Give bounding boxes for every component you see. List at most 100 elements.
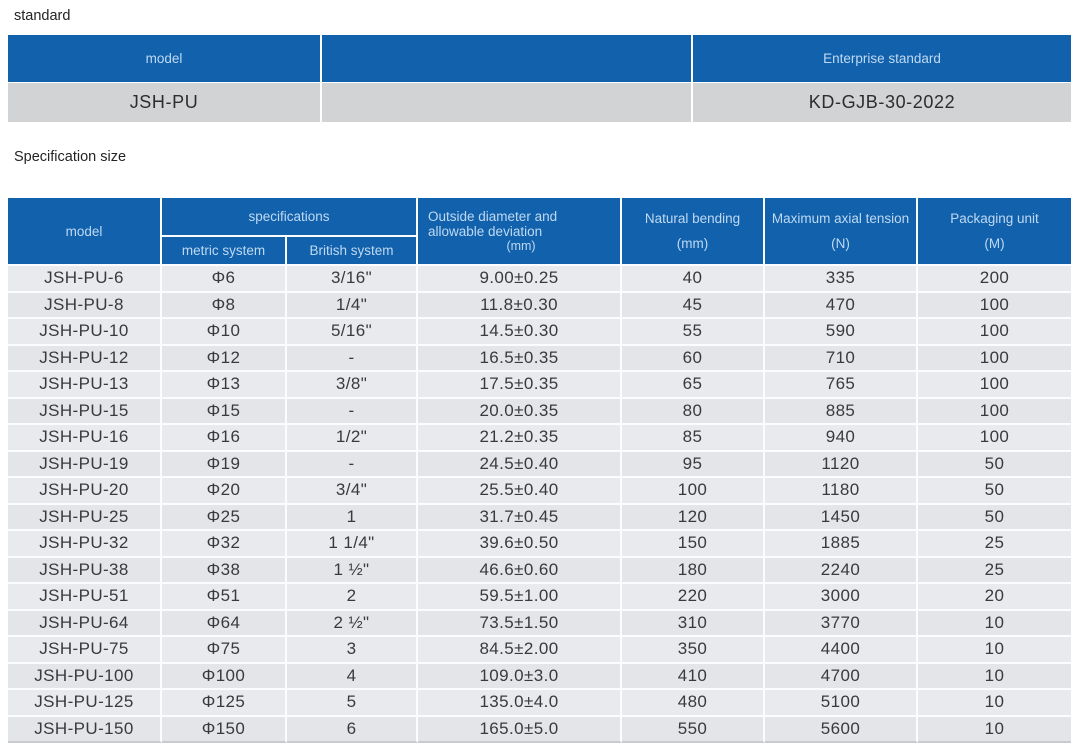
cell-outside-diameter: 109.0±3.0	[418, 663, 623, 690]
cell-axial-tension: 1120	[765, 451, 919, 478]
cell-model: JSH-PU-13	[8, 372, 162, 399]
cell-axial-tension: 710	[765, 345, 919, 372]
spec-table-row: JSH-PU-10 Φ10 5/16" 14.5±0.30 55 590 100	[8, 319, 1072, 346]
cell-model: JSH-PU-38	[8, 557, 162, 584]
cell-outside-diameter: 16.5±0.35	[418, 345, 623, 372]
header-natural-line2: (mm)	[676, 235, 709, 251]
spec-table-row: JSH-PU-6 Φ6 3/16" 9.00±0.25 40 335 200	[8, 266, 1072, 293]
cell-outside-diameter: 73.5±1.50	[418, 610, 623, 637]
cell-british-system: 5	[287, 690, 419, 717]
cell-model: JSH-PU-20	[8, 478, 162, 505]
cell-axial-tension: 4700	[765, 663, 919, 690]
header-british-system: British system	[287, 237, 419, 266]
header-outside-line1: Outside diameter and	[428, 208, 558, 224]
cell-natural-bending: 45	[622, 292, 766, 319]
cell-british-system: 3/16"	[287, 266, 419, 293]
cell-british-system: 2 ½"	[287, 610, 419, 637]
spec-table-row: JSH-PU-100 Φ100 4 109.0±3.0 410 4700 10	[8, 663, 1072, 690]
cell-metric-system: Φ125	[162, 690, 287, 717]
cell-axial-tension: 3000	[765, 584, 919, 611]
cell-metric-system: Φ20	[162, 478, 287, 505]
header-outside-diameter: Outside diameter and allowable deviation…	[418, 198, 623, 266]
cell-natural-bending: 550	[622, 716, 766, 743]
cell-metric-system: Φ25	[162, 504, 287, 531]
spec-table-header: model specifications Outside diameter an…	[8, 198, 1072, 266]
cell-british-system: 1 ½"	[287, 557, 419, 584]
header-model: model	[8, 198, 162, 266]
cell-axial-tension: 590	[765, 319, 919, 346]
spec-table-row: JSH-PU-64 Φ64 2 ½" 73.5±1.50 310 3770 10	[8, 610, 1072, 637]
spec-table-row: JSH-PU-20 Φ20 3/4" 25.5±0.40 100 1180 50	[8, 478, 1072, 505]
header-packaging-unit: Packaging unit (M)	[918, 198, 1072, 266]
spec-table-row: JSH-PU-19 Φ19 - 24.5±0.40 95 1120 50	[8, 451, 1072, 478]
spec-table-row: JSH-PU-51 Φ51 2 59.5±1.00 220 3000 20	[8, 584, 1072, 611]
standard-header-middle	[322, 35, 693, 82]
cell-model: JSH-PU-75	[8, 637, 162, 664]
cell-outside-diameter: 46.6±0.60	[418, 557, 623, 584]
cell-packaging-unit: 50	[918, 451, 1072, 478]
spec-table-row: JSH-PU-16 Φ16 1/2" 21.2±0.35 85 940 100	[8, 425, 1072, 452]
standard-value-enterprise: KD-GJB-30-2022	[693, 83, 1071, 122]
cell-packaging-unit: 200	[918, 266, 1072, 293]
cell-outside-diameter: 59.5±1.00	[418, 584, 623, 611]
cell-model: JSH-PU-16	[8, 425, 162, 452]
cell-natural-bending: 60	[622, 345, 766, 372]
cell-metric-system: Φ6	[162, 266, 287, 293]
header-outside-line2: allowable deviation	[428, 223, 543, 239]
cell-axial-tension: 765	[765, 372, 919, 399]
cell-natural-bending: 85	[622, 425, 766, 452]
cell-model: JSH-PU-10	[8, 319, 162, 346]
cell-natural-bending: 150	[622, 531, 766, 558]
cell-outside-diameter: 21.2±0.35	[418, 425, 623, 452]
specification-table: model specifications Outside diameter an…	[8, 198, 1072, 743]
cell-natural-bending: 95	[622, 451, 766, 478]
header-natural-line1: Natural bending	[644, 210, 741, 226]
cell-packaging-unit: 100	[918, 319, 1072, 346]
standard-header-model: model	[8, 35, 322, 82]
cell-axial-tension: 3770	[765, 610, 919, 637]
cell-axial-tension: 885	[765, 398, 919, 425]
cell-axial-tension: 1885	[765, 531, 919, 558]
cell-outside-diameter: 135.0±4.0	[418, 690, 623, 717]
cell-packaging-unit: 100	[918, 292, 1072, 319]
cell-natural-bending: 480	[622, 690, 766, 717]
cell-natural-bending: 55	[622, 319, 766, 346]
cell-metric-system: Φ13	[162, 372, 287, 399]
cell-outside-diameter: 39.6±0.50	[418, 531, 623, 558]
cell-packaging-unit: 10	[918, 716, 1072, 743]
cell-metric-system: Φ51	[162, 584, 287, 611]
cell-axial-tension: 4400	[765, 637, 919, 664]
cell-packaging-unit: 100	[918, 372, 1072, 399]
spec-table-row: JSH-PU-38 Φ38 1 ½" 46.6±0.60 180 2240 25	[8, 557, 1072, 584]
cell-outside-diameter: 17.5±0.35	[418, 372, 623, 399]
cell-packaging-unit: 10	[918, 690, 1072, 717]
standard-value-model: JSH-PU	[8, 83, 322, 122]
cell-packaging-unit: 10	[918, 610, 1072, 637]
cell-axial-tension: 5100	[765, 690, 919, 717]
cell-british-system: 1 1/4"	[287, 531, 419, 558]
cell-model: JSH-PU-19	[8, 451, 162, 478]
spec-table-row: JSH-PU-15 Φ15 - 20.0±0.35 80 885 100	[8, 398, 1072, 425]
cell-outside-diameter: 9.00±0.25	[418, 266, 623, 293]
cell-axial-tension: 470	[765, 292, 919, 319]
cell-model: JSH-PU-25	[8, 504, 162, 531]
cell-british-system: -	[287, 398, 419, 425]
standard-table: model Enterprise standard JSH-PU KD-GJB-…	[8, 35, 1071, 122]
cell-metric-system: Φ75	[162, 637, 287, 664]
spec-table-body: JSH-PU-6 Φ6 3/16" 9.00±0.25 40 335 200 J…	[8, 266, 1072, 743]
spec-table-row: JSH-PU-32 Φ32 1 1/4" 39.6±0.50 150 1885 …	[8, 531, 1072, 558]
cell-metric-system: Φ15	[162, 398, 287, 425]
cell-natural-bending: 40	[622, 266, 766, 293]
cell-british-system: 1/4"	[287, 292, 419, 319]
cell-natural-bending: 410	[622, 663, 766, 690]
cell-model: JSH-PU-51	[8, 584, 162, 611]
header-outside-line3: (mm)	[506, 238, 536, 253]
cell-model: JSH-PU-6	[8, 266, 162, 293]
header-axial-tension: Maximum axial tension (N)	[765, 198, 919, 266]
cell-packaging-unit: 100	[918, 345, 1072, 372]
spec-table-row: JSH-PU-13 Φ13 3/8" 17.5±0.35 65 765 100	[8, 372, 1072, 399]
cell-british-system: 1	[287, 504, 419, 531]
cell-model: JSH-PU-125	[8, 690, 162, 717]
cell-packaging-unit: 100	[918, 425, 1072, 452]
cell-metric-system: Φ12	[162, 345, 287, 372]
